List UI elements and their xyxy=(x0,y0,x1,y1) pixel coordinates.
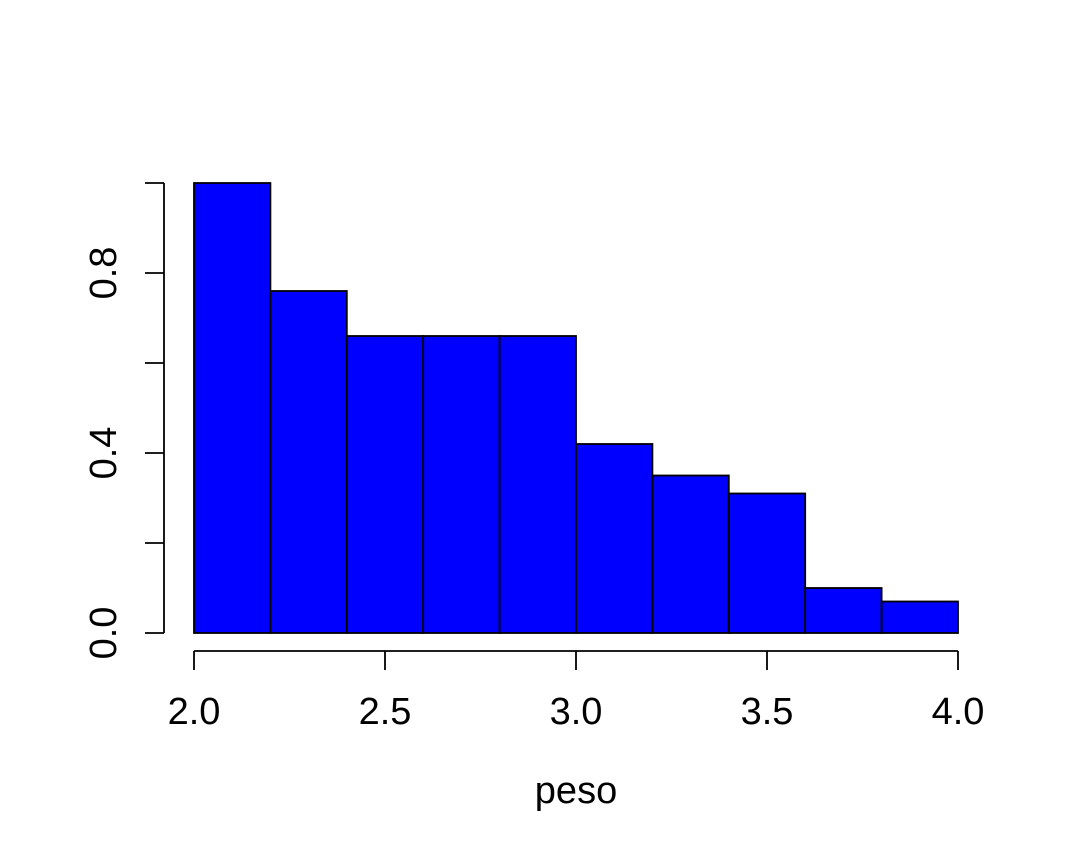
histogram-bar-1 xyxy=(193,182,272,634)
x-tick-label: 3.0 xyxy=(550,691,603,733)
y-tick-label: 0.4 xyxy=(83,427,125,480)
histogram-bar-4 xyxy=(422,335,501,634)
x-tick-label: 2.0 xyxy=(168,691,221,733)
y-axis: 0.0 0.4 0.8 xyxy=(83,182,165,660)
histogram-bar-3 xyxy=(345,335,425,634)
histogram-bar-2 xyxy=(269,290,348,634)
x-tick-label: 4.0 xyxy=(932,691,985,733)
histogram-bar-10 xyxy=(880,600,959,634)
histogram-bar-8 xyxy=(727,492,807,634)
histogram-bar-6 xyxy=(575,443,654,634)
y-tick-label: 0.8 xyxy=(83,247,125,300)
x-axis-label: peso xyxy=(535,770,617,812)
x-tick-label: 3.5 xyxy=(741,691,794,733)
x-tick-label: 2.5 xyxy=(359,691,412,733)
x-axis: 2.0 2.5 3.0 3.5 4.0 xyxy=(168,650,985,733)
y-tick-label: 0.0 xyxy=(83,607,125,660)
histogram-bar-9 xyxy=(804,587,883,634)
histogram-bar-7 xyxy=(651,474,730,634)
bars-group xyxy=(193,182,959,634)
histogram-bar-5 xyxy=(498,335,577,634)
